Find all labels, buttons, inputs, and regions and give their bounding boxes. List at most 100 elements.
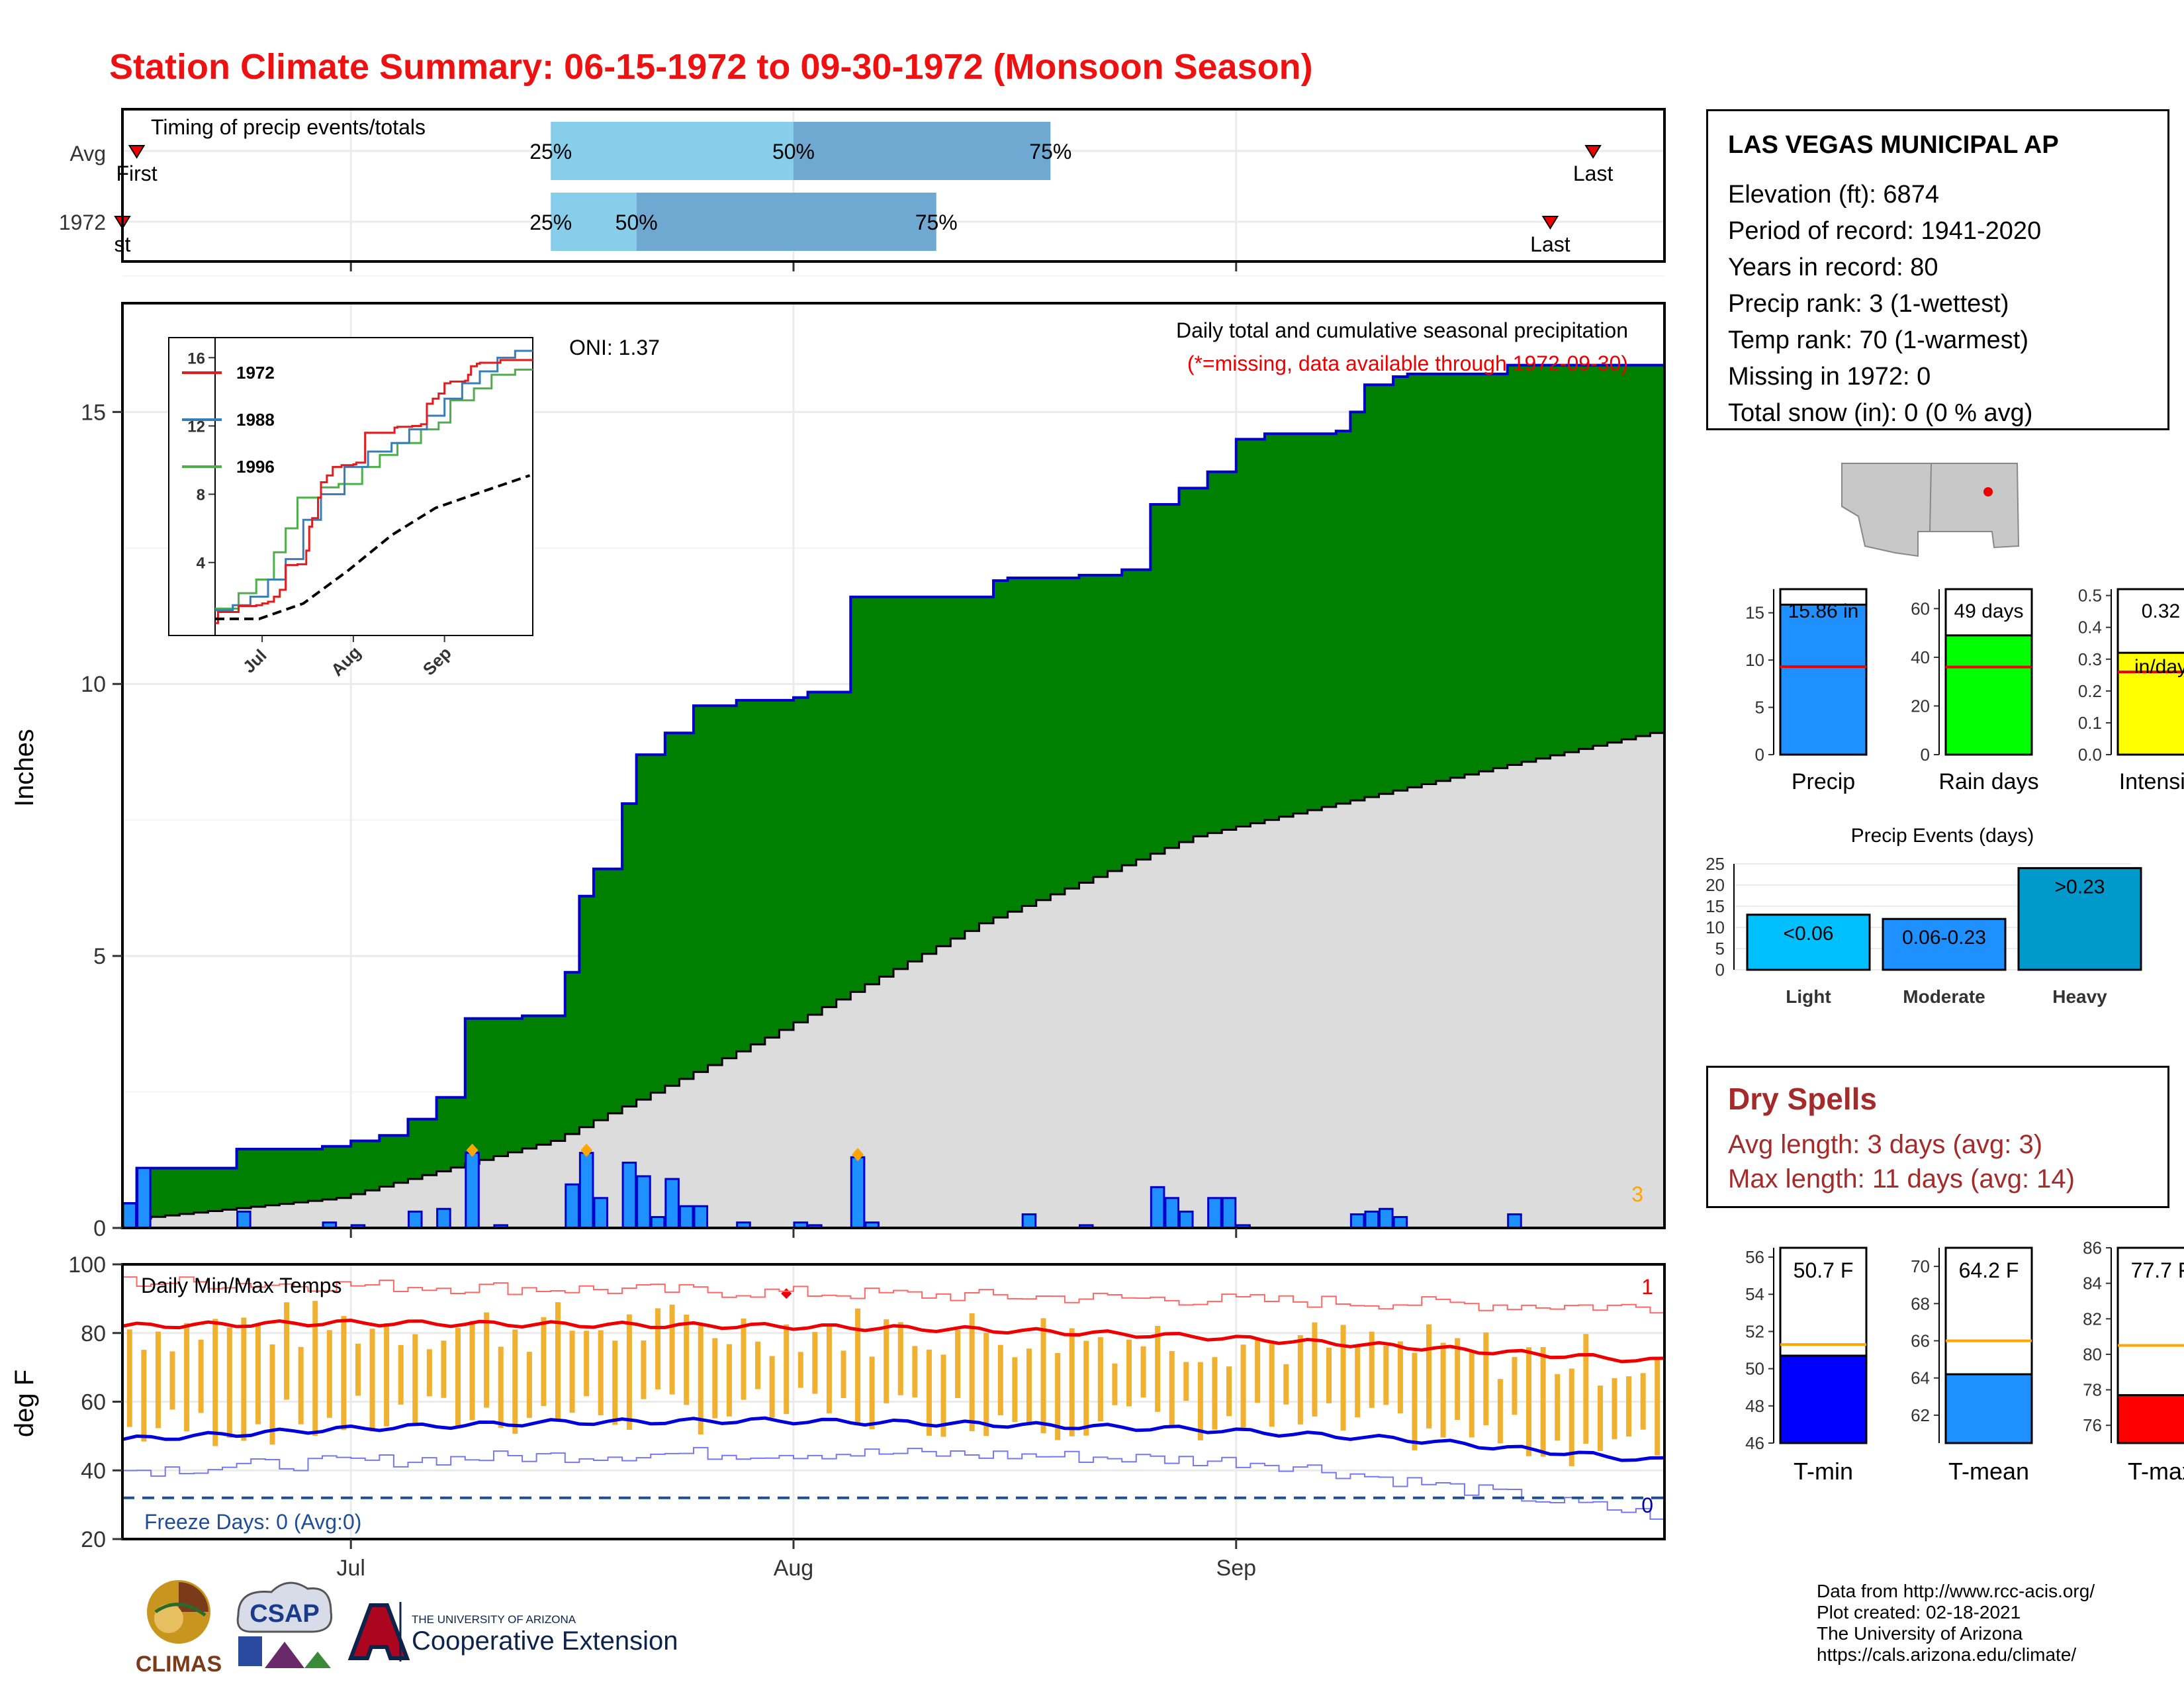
daily-temp-bar	[1283, 1364, 1289, 1405]
summary-category-label: Rain days	[1938, 769, 2038, 794]
daily-temp-bar	[1340, 1325, 1346, 1430]
temp-category-label: T-max	[2128, 1458, 2184, 1485]
daily-temp-bar	[969, 1313, 975, 1432]
timing-label-50: 50%	[615, 211, 658, 234]
temp-panel: 20 40 60 80 100 Daily Min/Max Temps Freeze D…	[10, 1252, 1666, 1581]
credit-source: Data from http://www.rcc-acis.org/	[1817, 1581, 2095, 1601]
daily-temp-bar	[469, 1321, 475, 1421]
temp-value-label: 50.7 F	[1794, 1258, 1854, 1282]
daily-precip-bar	[1150, 1186, 1165, 1229]
daily-precip-bar	[693, 1205, 709, 1229]
daily-temp-bar	[712, 1338, 718, 1419]
daily-temp-bar	[1012, 1357, 1018, 1423]
summary-y-tick: 66	[1911, 1331, 1930, 1350]
summary-y-tick: 52	[1745, 1321, 1764, 1341]
daily-temp-bar	[1297, 1335, 1303, 1425]
oni-label: ONI: 1.37	[569, 336, 660, 359]
daily-temp-bar	[1497, 1379, 1503, 1444]
temp-y-tick: 100	[68, 1252, 106, 1278]
daily-temp-bar	[1369, 1331, 1375, 1408]
event-range-label: 0.06-0.23	[1902, 927, 1986, 949]
daily-precip-bar	[578, 1152, 594, 1229]
inset-y-tick: 8	[197, 487, 205, 504]
summary-y-tick: 76	[2083, 1415, 2102, 1435]
ua-big-text: Cooperative Extension	[412, 1626, 678, 1656]
summary-bar	[2116, 651, 2184, 756]
avg-tmin-line	[122, 1416, 1665, 1462]
daily-temp-bar	[1326, 1347, 1332, 1403]
temp-title: Daily Min/Max Temps	[141, 1274, 341, 1297]
daily-temp-bar	[897, 1322, 903, 1395]
daily-temp-bar	[741, 1318, 747, 1400]
temp-y-tick: 80	[81, 1321, 106, 1346]
daily-temp-bar	[169, 1351, 175, 1410]
daily-temp-bar	[155, 1331, 161, 1429]
station-temp-rank: Temp rank: 70 (1-warmest)	[1728, 326, 2029, 354]
daily-precip-bar	[136, 1167, 152, 1229]
summary-y-tick: 78	[2083, 1380, 2102, 1400]
summary-y-tick: 5	[1755, 698, 1764, 718]
daily-temp-bar	[1097, 1337, 1103, 1422]
university-of-arizona-logo: THE UNIVERSITY OF ARIZONA Cooperative Ex…	[347, 1602, 678, 1662]
daily-temp-bar	[1026, 1348, 1032, 1426]
dry-spells-max: Max length: 11 days (avg: 14)	[1728, 1164, 2075, 1194]
record-precip-marker	[580, 1143, 593, 1157]
summary-y-tick: 54	[1745, 1284, 1764, 1304]
inset-legend-label: 1988	[236, 410, 275, 430]
summary-y-tick: 46	[1745, 1433, 1764, 1453]
daily-temp-bar	[769, 1356, 775, 1418]
daily-precip-bar	[593, 1197, 609, 1229]
daily-temp-bar	[312, 1301, 318, 1436]
event-range-label: >0.23	[2055, 876, 2105, 898]
daily-temp-bar	[855, 1308, 861, 1424]
summary-y-tick: 0.3	[2078, 649, 2102, 669]
daily-temp-bar	[1312, 1322, 1318, 1417]
summary-y-tick: 82	[2083, 1309, 2102, 1329]
daily-temp-bar	[426, 1349, 432, 1397]
record-precip-marker	[466, 1143, 478, 1157]
daily-temp-bar	[655, 1308, 661, 1389]
daily-temp-bar	[1469, 1352, 1475, 1438]
last-event-label: Last	[1530, 232, 1570, 256]
daily-precip-bar	[1207, 1197, 1222, 1229]
precip-ylabel: Inches	[10, 729, 39, 807]
summary-y-tick: 68	[1911, 1293, 1930, 1313]
summary-category-label: Precip	[1792, 769, 1855, 794]
timing-row-avg: Avg	[69, 142, 106, 165]
ua-small-text: THE UNIVERSITY OF ARIZONA	[412, 1613, 576, 1626]
climas-wordmark: CLIMAS	[136, 1652, 222, 1677]
summary-bar-chart: 46 48 50 52 54 56 50.7 F T-min	[1745, 1246, 1868, 1485]
credit-university: The University of Arizona	[1817, 1623, 2023, 1644]
events-y-tick: 20	[1706, 875, 1725, 895]
daily-temp-bar	[1255, 1339, 1261, 1403]
daily-precip-bar	[236, 1210, 251, 1229]
daily-temp-bar	[355, 1343, 361, 1396]
daily-temp-bar	[1512, 1356, 1518, 1415]
daily-temp-bar	[1426, 1324, 1432, 1429]
daily-temp-bar	[797, 1352, 803, 1388]
daily-temp-bar	[869, 1356, 875, 1430]
daily-temp-bar	[784, 1324, 790, 1415]
daily-precip-bar	[1364, 1210, 1380, 1229]
summary-y-tick: 0.4	[2078, 618, 2102, 637]
daily-temp-bar	[1555, 1374, 1561, 1441]
daily-temp-bar	[884, 1319, 889, 1403]
daily-temp-bar	[126, 1329, 132, 1427]
summary-y-tick: 60	[1911, 598, 1930, 618]
daily-precip-bar	[850, 1156, 866, 1229]
daily-temp-bar	[1212, 1357, 1218, 1430]
record-count: 3	[1631, 1182, 1643, 1206]
summary-bar-chart: 0.0 0.1 0.2 0.3 0.4 0.5 0.32 in/day Intensity	[2078, 586, 2184, 794]
station-missing: Missing in 1972: 0	[1728, 363, 1931, 391]
last-event-marker	[1541, 216, 1559, 230]
summary-y-tick: 0.1	[2078, 713, 2102, 733]
temp-value-label: 64.2 F	[1959, 1258, 2019, 1282]
daily-temp-bar	[1197, 1362, 1203, 1440]
daily-temp-bar	[1040, 1318, 1046, 1434]
summary-bar-chart: 0 20 40 60 49 days Rain days	[1911, 588, 2039, 794]
event-bar	[1882, 917, 2007, 971]
daily-temp-bar	[398, 1344, 404, 1405]
daily-temp-bar	[1112, 1363, 1118, 1405]
